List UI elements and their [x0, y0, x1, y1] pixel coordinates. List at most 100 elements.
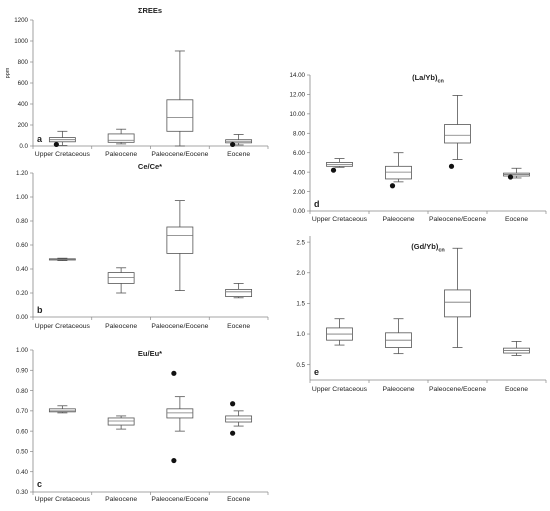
y-tick-label: 10.00 — [290, 111, 306, 118]
x-tick-label: Paleocene — [105, 151, 137, 158]
outlier-point — [389, 183, 396, 189]
panel-letter: a — [37, 134, 43, 144]
outlier-point — [230, 430, 236, 436]
chart-title: (La/Yb)cn — [412, 73, 444, 85]
y-tick-label: 200 — [18, 122, 29, 129]
chart-title-main: (Gd/Yb) — [411, 242, 439, 251]
x-tick-label: Paleocene/Eocene — [151, 151, 208, 158]
box-0 — [326, 318, 353, 346]
x-tick-label: Paleocene/Eocene — [429, 386, 486, 393]
outlier-point — [230, 401, 236, 407]
box-3 — [503, 167, 530, 180]
y-tick-label: 6.00 — [293, 150, 306, 157]
x-tick-label: Paleocene — [382, 216, 414, 223]
outlier-point — [53, 141, 59, 148]
y-tick-label: 4.00 — [293, 169, 306, 176]
box-3 — [225, 134, 253, 148]
x-tick-label: Upper Cretaceous — [35, 323, 91, 330]
chart-title-main: Eu/Eu* — [138, 349, 162, 358]
x-tick-label: Upper Cretaceous — [312, 386, 368, 393]
box-0 — [326, 158, 353, 173]
box-body — [107, 133, 135, 143]
y-tick-label: 14.00 — [290, 72, 306, 79]
y-tick-label: 8.00 — [293, 130, 306, 137]
chart-title-main: ΣREEs — [138, 6, 162, 15]
y-tick-label: 2.5 — [296, 239, 305, 246]
y-tick-label: 0.80 — [16, 388, 29, 395]
panel-e: 0.5 1.0 1.5 2.0 2.5 Upper Cretaceous Paleocene… — [296, 236, 547, 393]
box-2 — [166, 50, 194, 147]
x-tick-label: Paleocene/Eocene — [151, 496, 208, 503]
chart-title: (Gd/Yb)cn — [411, 242, 445, 254]
x-tick-label: Upper Cretaceous — [35, 496, 91, 503]
x-tick-label: Eocene — [227, 151, 250, 158]
y-tick-label: 12.00 — [290, 92, 306, 99]
y-tick-label: 2.00 — [293, 189, 306, 196]
panel-letter: c — [37, 479, 42, 489]
x-tick-label: Eocene — [505, 386, 528, 393]
box-3 — [503, 340, 530, 356]
panel-letter: e — [314, 367, 319, 377]
box-0 — [48, 257, 76, 262]
x-tick-label: Paleocene/Eocene — [429, 216, 486, 223]
outlier-point — [448, 163, 455, 169]
x-tick-label: Eocene — [227, 323, 250, 330]
y-tick-label: 0.60 — [16, 428, 29, 435]
outlier-point — [171, 457, 177, 464]
box-body — [166, 408, 194, 419]
y-tick-label: 0.60 — [16, 242, 29, 249]
x-tick-label: Eocene — [505, 216, 528, 223]
chart-title: ΣREEs — [138, 6, 162, 15]
box-body — [444, 289, 471, 318]
y-tick-label: 1.00 — [16, 194, 29, 201]
box-0 — [48, 405, 76, 414]
outlier-point — [330, 167, 337, 173]
y-tick-label: 0.20 — [16, 290, 29, 297]
y-tick-label: 1.0 — [296, 331, 305, 338]
chart-title: Eu/Eu* — [138, 349, 162, 358]
y-axis-label: ppm — [5, 67, 11, 78]
y-tick-label: 400 — [18, 101, 29, 108]
box-2 — [166, 370, 194, 464]
y-tick-label: 0.00 — [16, 314, 29, 321]
y-tick-label: 1.00 — [16, 347, 29, 354]
x-tick-label: Paleocene — [105, 496, 137, 503]
box-1 — [385, 318, 412, 355]
y-tick-label: 0.70 — [16, 408, 29, 415]
panel-b: 0.00 0.20 0.40 0.60 0.80 1.00 1.20 Upper Cretac… — [16, 162, 269, 330]
outlier-point — [230, 141, 236, 148]
y-tick-label: 600 — [18, 80, 29, 87]
box-body — [225, 288, 253, 297]
box-2 — [166, 200, 194, 292]
x-tick-label: Paleocene/Eocene — [151, 323, 208, 330]
y-tick-label: 800 — [18, 59, 29, 66]
y-tick-label: 0.0 — [19, 143, 28, 150]
box-body — [107, 417, 135, 426]
box-1 — [385, 152, 412, 189]
chart-title-subscript: cn — [438, 79, 445, 85]
outlier-point — [171, 370, 177, 376]
box-1 — [107, 128, 135, 145]
y-tick-label: 0.90 — [16, 367, 29, 374]
chart-title-subscript: cn — [438, 248, 445, 254]
chart-title-main: (La/Yb) — [412, 73, 438, 82]
box-3 — [225, 401, 253, 436]
chart-title: Ce/Ce* — [138, 162, 162, 171]
x-tick-label: Eocene — [227, 496, 250, 503]
x-tick-label: Paleocene — [105, 323, 137, 330]
box-2 — [444, 95, 471, 169]
panel-letter: b — [37, 305, 43, 315]
box-0 — [48, 130, 76, 148]
box-body — [444, 124, 471, 144]
x-tick-label: Upper Cretaceous — [312, 216, 368, 223]
y-tick-label: 0.40 — [16, 266, 29, 273]
box-3 — [225, 282, 253, 299]
y-tick-label: 0.30 — [16, 489, 29, 496]
chart-title-main: Ce/Ce* — [138, 162, 162, 171]
y-tick-label: 2.0 — [296, 270, 305, 277]
box-1 — [107, 267, 135, 294]
y-tick-label: 0.40 — [16, 469, 29, 476]
y-tick-label: 1200 — [14, 17, 28, 24]
panel-letter: d — [314, 199, 320, 209]
